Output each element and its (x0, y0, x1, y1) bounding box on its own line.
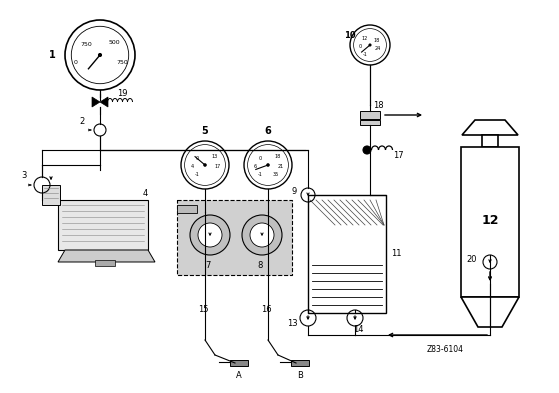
Text: 2: 2 (79, 118, 84, 127)
Text: 4: 4 (143, 189, 148, 198)
Text: -1: -1 (363, 51, 367, 57)
Polygon shape (462, 120, 518, 135)
Text: 14: 14 (353, 325, 363, 334)
Text: 0: 0 (74, 61, 78, 66)
Text: 21: 21 (278, 165, 284, 169)
Text: A: A (236, 371, 242, 380)
Text: 18: 18 (275, 154, 281, 160)
Bar (482, 135, 498, 147)
Text: 35: 35 (273, 173, 279, 178)
Circle shape (190, 215, 230, 255)
Text: B: B (297, 371, 303, 380)
Text: -1: -1 (195, 173, 200, 178)
Bar (485, 289, 495, 293)
Text: 20: 20 (467, 255, 477, 264)
Text: 0: 0 (196, 156, 198, 162)
Circle shape (267, 164, 269, 166)
Bar (58, 200, 148, 250)
Text: 5: 5 (202, 126, 209, 136)
Bar (291, 360, 309, 366)
Text: Z83-6104: Z83-6104 (427, 345, 463, 354)
Text: 15: 15 (198, 305, 209, 314)
Text: 750: 750 (80, 42, 92, 48)
Text: 16: 16 (260, 305, 271, 314)
Text: 0: 0 (258, 156, 262, 162)
Text: 12: 12 (481, 213, 499, 226)
Bar (482, 284, 498, 289)
Bar (42, 185, 60, 205)
Text: 6: 6 (253, 165, 257, 169)
Bar (177, 200, 292, 275)
Text: 9: 9 (291, 187, 297, 196)
Bar (95, 260, 115, 266)
Polygon shape (92, 97, 100, 107)
Text: 3: 3 (21, 171, 27, 180)
Polygon shape (461, 297, 519, 327)
Circle shape (363, 146, 371, 154)
Bar (461, 147, 519, 297)
Text: 750: 750 (116, 61, 128, 66)
Text: 18: 18 (374, 37, 380, 42)
Text: 19: 19 (117, 90, 127, 99)
Text: 10: 10 (344, 31, 356, 40)
Polygon shape (100, 97, 108, 107)
Circle shape (369, 44, 371, 46)
Bar (360, 120, 380, 125)
Bar (360, 111, 380, 119)
Text: 8: 8 (257, 261, 263, 270)
Text: 18: 18 (373, 101, 383, 110)
Text: 12: 12 (362, 35, 368, 40)
Bar (177, 205, 197, 213)
Text: 13: 13 (287, 318, 297, 327)
Circle shape (204, 164, 206, 166)
Text: -1: -1 (258, 173, 262, 178)
Text: 11: 11 (391, 250, 401, 259)
Bar (308, 195, 386, 313)
Text: 17: 17 (392, 151, 403, 160)
Circle shape (198, 223, 222, 247)
Circle shape (98, 53, 102, 57)
Text: 24: 24 (375, 46, 381, 50)
Bar (230, 360, 248, 366)
Text: 6: 6 (264, 126, 271, 136)
Text: 13: 13 (212, 154, 218, 160)
Circle shape (250, 223, 274, 247)
Circle shape (242, 215, 282, 255)
Text: 4: 4 (191, 165, 193, 169)
Text: 17: 17 (215, 165, 221, 169)
Polygon shape (58, 250, 155, 262)
Text: 7: 7 (205, 261, 211, 270)
Text: 1: 1 (49, 50, 55, 60)
Text: 500: 500 (108, 40, 120, 46)
Text: 0: 0 (358, 44, 362, 50)
